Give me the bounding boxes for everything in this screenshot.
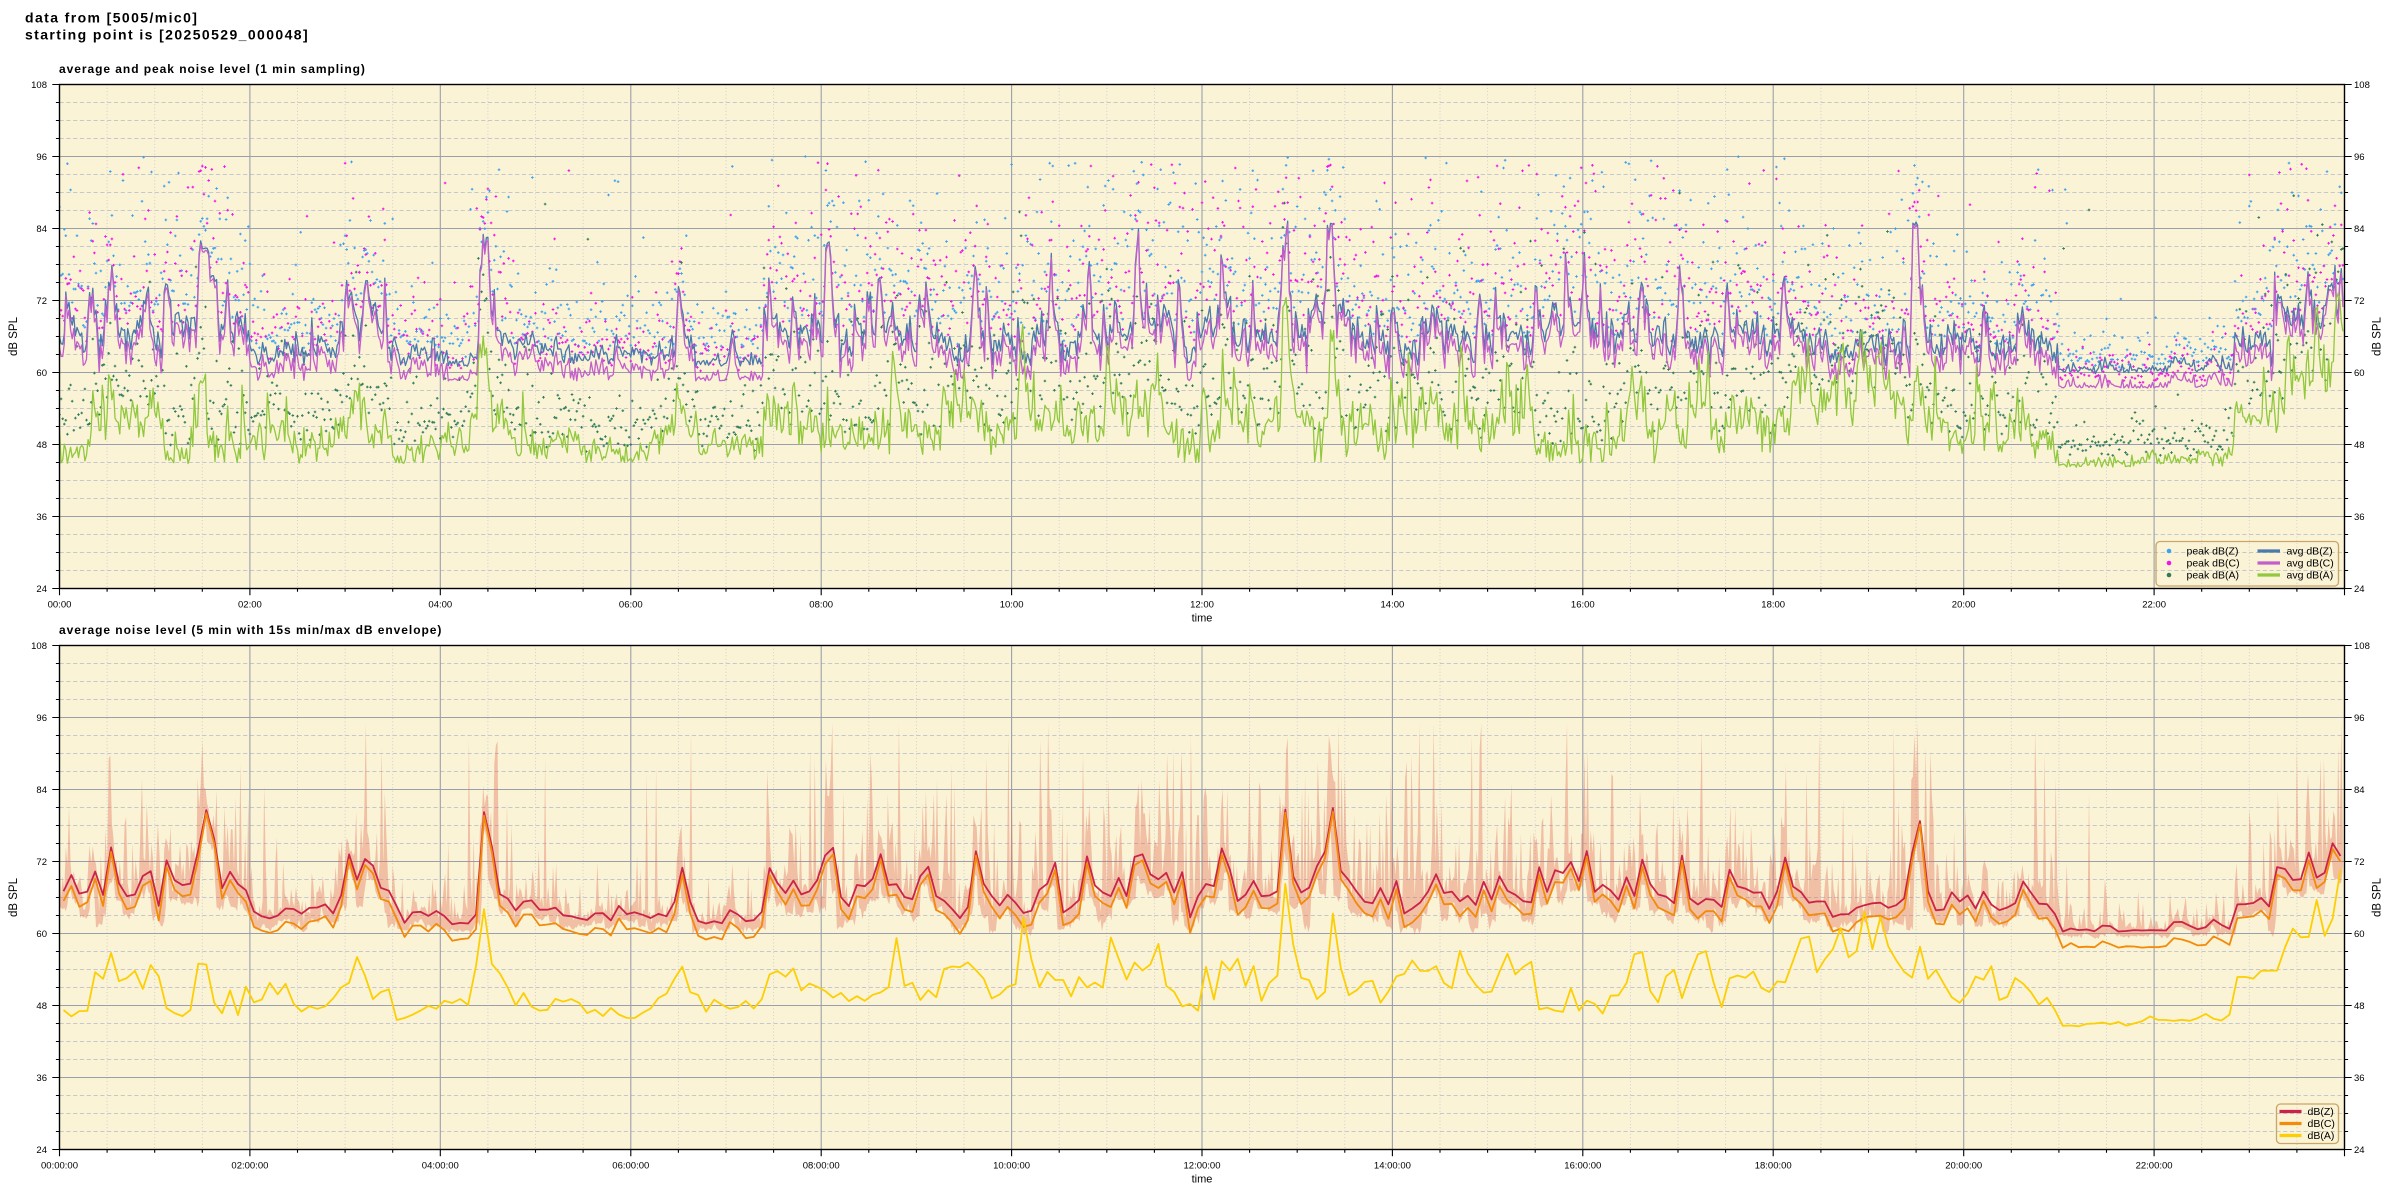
svg-text:08:00: 08:00 <box>809 600 833 611</box>
svg-text:48: 48 <box>2354 1001 2365 1012</box>
svg-text:24: 24 <box>2354 584 2365 595</box>
svg-text:72: 72 <box>36 296 47 307</box>
svg-text:84: 84 <box>36 224 47 235</box>
svg-text:108: 108 <box>31 80 47 91</box>
svg-text:12:00: 12:00 <box>1190 600 1214 611</box>
svg-text:48: 48 <box>36 1001 47 1012</box>
svg-text:60: 60 <box>36 929 47 940</box>
svg-text:24: 24 <box>36 584 47 595</box>
svg-text:20:00: 20:00 <box>1952 600 1976 611</box>
svg-text:14:00:00: 14:00:00 <box>1374 1161 1411 1172</box>
svg-text:time: time <box>1192 613 1213 625</box>
svg-text:peak dB(C): peak dB(C) <box>2187 558 2240 570</box>
svg-text:36: 36 <box>2354 1073 2365 1084</box>
svg-text:108: 108 <box>2354 80 2370 91</box>
svg-text:20:00:00: 20:00:00 <box>1945 1161 1982 1172</box>
svg-text:average and peak noise level (: average and peak noise level (1 min samp… <box>59 62 366 76</box>
svg-text:108: 108 <box>2354 641 2370 652</box>
svg-text:starting point is [20250529_00: starting point is [20250529_000048] <box>25 27 309 43</box>
svg-text:22:00:00: 22:00:00 <box>2136 1161 2173 1172</box>
svg-text:18:00: 18:00 <box>1761 600 1785 611</box>
svg-text:04:00:00: 04:00:00 <box>422 1161 459 1172</box>
svg-text:84: 84 <box>2354 785 2365 796</box>
svg-text:dB(C): dB(C) <box>2308 1118 2335 1130</box>
svg-text:dB(A): dB(A) <box>2308 1130 2335 1142</box>
svg-text:84: 84 <box>36 785 47 796</box>
svg-text:06:00: 06:00 <box>619 600 643 611</box>
svg-text:peak dB(A): peak dB(A) <box>2187 570 2240 582</box>
svg-text:14:00: 14:00 <box>1381 600 1405 611</box>
svg-text:04:00: 04:00 <box>428 600 452 611</box>
svg-text:60: 60 <box>2354 929 2365 940</box>
svg-text:22:00: 22:00 <box>2142 600 2166 611</box>
svg-text:36: 36 <box>36 512 47 523</box>
svg-text:18:00:00: 18:00:00 <box>1755 1161 1792 1172</box>
svg-text:avg dB(C): avg dB(C) <box>2287 558 2334 570</box>
svg-text:avg dB(A): avg dB(A) <box>2287 570 2334 582</box>
svg-text:24: 24 <box>36 1145 47 1156</box>
svg-text:dB SPL: dB SPL <box>8 877 20 917</box>
svg-text:24: 24 <box>2354 1145 2365 1156</box>
svg-text:72: 72 <box>2354 857 2365 868</box>
svg-text:10:00: 10:00 <box>1000 600 1024 611</box>
svg-text:06:00:00: 06:00:00 <box>612 1161 649 1172</box>
svg-text:10:00:00: 10:00:00 <box>993 1161 1030 1172</box>
svg-text:dB SPL: dB SPL <box>8 316 20 356</box>
svg-text:time: time <box>1192 1174 1213 1186</box>
svg-text:08:00:00: 08:00:00 <box>803 1161 840 1172</box>
svg-text:60: 60 <box>2354 368 2365 379</box>
svg-text:00:00: 00:00 <box>48 600 72 611</box>
svg-text:36: 36 <box>2354 512 2365 523</box>
svg-text:72: 72 <box>36 857 47 868</box>
svg-text:36: 36 <box>36 1073 47 1084</box>
svg-text:dB SPL: dB SPL <box>2372 877 2384 917</box>
svg-text:96: 96 <box>36 152 47 163</box>
svg-text:72: 72 <box>2354 296 2365 307</box>
svg-text:02:00:00: 02:00:00 <box>231 1161 268 1172</box>
svg-text:dB(Z): dB(Z) <box>2308 1106 2334 1118</box>
svg-text:data from [5005/mic0]: data from [5005/mic0] <box>25 10 198 26</box>
svg-text:96: 96 <box>2354 713 2365 724</box>
svg-text:48: 48 <box>36 440 47 451</box>
svg-text:02:00: 02:00 <box>238 600 262 611</box>
svg-text:dB SPL: dB SPL <box>2372 316 2384 356</box>
svg-text:12:00:00: 12:00:00 <box>1184 1161 1221 1172</box>
svg-text:peak dB(Z): peak dB(Z) <box>2187 546 2239 558</box>
svg-text:16:00: 16:00 <box>1571 600 1595 611</box>
svg-text:average noise level (5 min wit: average noise level (5 min with 15s min/… <box>59 623 442 637</box>
svg-text:avg dB(Z): avg dB(Z) <box>2287 546 2333 558</box>
svg-text:96: 96 <box>2354 152 2365 163</box>
svg-text:16:00:00: 16:00:00 <box>1564 1161 1601 1172</box>
svg-text:108: 108 <box>31 641 47 652</box>
svg-text:60: 60 <box>36 368 47 379</box>
svg-text:84: 84 <box>2354 224 2365 235</box>
svg-text:48: 48 <box>2354 440 2365 451</box>
svg-text:00:00:00: 00:00:00 <box>41 1161 78 1172</box>
svg-text:96: 96 <box>36 713 47 724</box>
